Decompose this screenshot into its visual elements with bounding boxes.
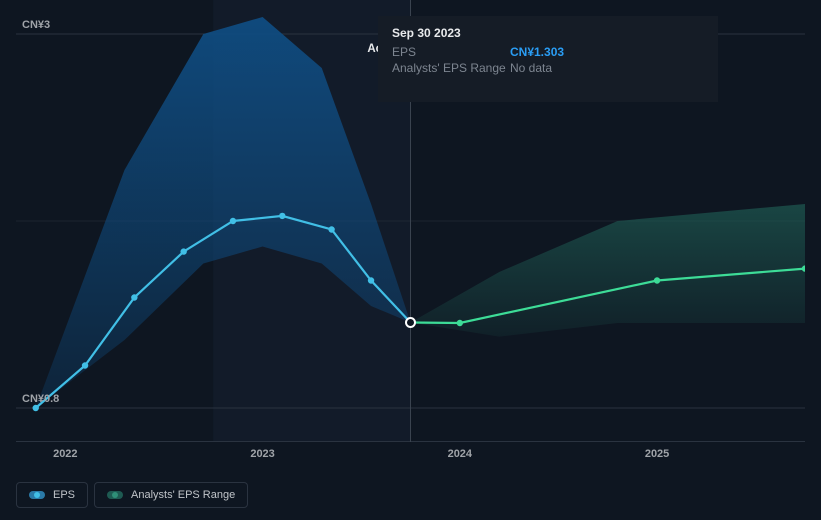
tooltip-key: Analysts' EPS Range [392, 61, 510, 75]
legend-dot [112, 492, 118, 498]
x-tick-label: 2025 [645, 448, 669, 460]
legend-label: Analysts' EPS Range [131, 489, 235, 501]
tooltip-key: EPS [392, 45, 510, 59]
legend-label: EPS [53, 489, 75, 501]
chart-tooltip: Sep 30 2023 EPS CN¥1.303 Analysts' EPS R… [378, 16, 718, 102]
x-tick-label: 2022 [53, 448, 77, 460]
legend-swatch [29, 491, 45, 499]
legend-swatch [107, 491, 123, 499]
tooltip-row-range: Analysts' EPS Range No data [392, 60, 704, 76]
chart-legend: EPS Analysts' EPS Range [16, 482, 248, 508]
svg-text:CN¥3: CN¥3 [22, 19, 50, 31]
legend-dot [34, 492, 40, 498]
tooltip-row-eps: EPS CN¥1.303 [392, 44, 704, 60]
legend-item-range[interactable]: Analysts' EPS Range [94, 482, 248, 508]
x-tick-label: 2024 [448, 448, 472, 460]
tooltip-date: Sep 30 2023 [392, 26, 704, 40]
tooltip-val: CN¥1.303 [510, 45, 564, 59]
tooltip-val: No data [510, 61, 552, 75]
svg-text:CN¥0.8: CN¥0.8 [22, 393, 59, 405]
x-axis: 2022 2023 2024 2025 [16, 448, 805, 468]
x-tick-label: 2023 [250, 448, 274, 460]
legend-item-eps[interactable]: EPS [16, 482, 88, 508]
